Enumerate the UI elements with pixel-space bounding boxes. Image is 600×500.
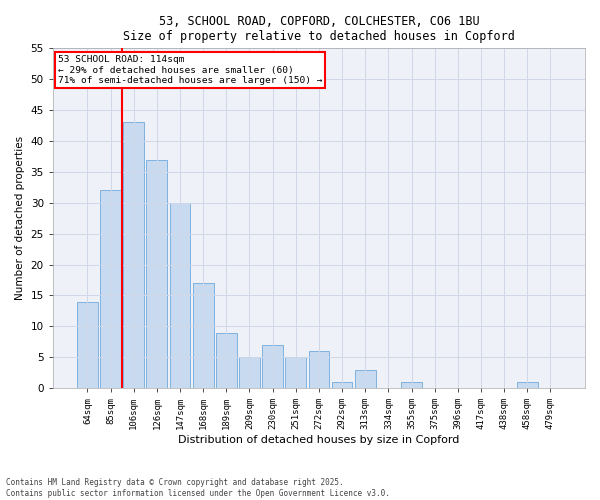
Bar bbox=[308, 351, 329, 388]
Bar bbox=[146, 160, 167, 388]
Bar bbox=[193, 283, 214, 388]
Bar bbox=[239, 358, 260, 388]
Text: 53 SCHOOL ROAD: 114sqm
← 29% of detached houses are smaller (60)
71% of semi-det: 53 SCHOOL ROAD: 114sqm ← 29% of detached… bbox=[58, 55, 323, 85]
Bar bbox=[216, 332, 237, 388]
Bar bbox=[286, 358, 306, 388]
Bar bbox=[100, 190, 121, 388]
Bar bbox=[262, 345, 283, 388]
Y-axis label: Number of detached properties: Number of detached properties bbox=[15, 136, 25, 300]
Bar bbox=[170, 203, 190, 388]
Bar bbox=[77, 302, 98, 388]
Title: 53, SCHOOL ROAD, COPFORD, COLCHESTER, CO6 1BU
Size of property relative to detac: 53, SCHOOL ROAD, COPFORD, COLCHESTER, CO… bbox=[123, 15, 515, 43]
X-axis label: Distribution of detached houses by size in Copford: Distribution of detached houses by size … bbox=[178, 435, 460, 445]
Bar bbox=[401, 382, 422, 388]
Bar bbox=[355, 370, 376, 388]
Bar bbox=[517, 382, 538, 388]
Bar bbox=[332, 382, 352, 388]
Bar bbox=[124, 122, 144, 388]
Text: Contains HM Land Registry data © Crown copyright and database right 2025.
Contai: Contains HM Land Registry data © Crown c… bbox=[6, 478, 390, 498]
